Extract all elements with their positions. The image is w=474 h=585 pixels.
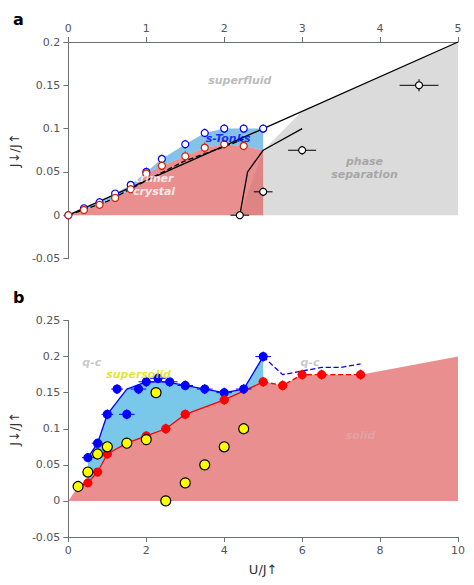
svg-text:0.1: 0.1 <box>43 122 61 135</box>
svg-text:solid: solid <box>346 429 376 442</box>
svg-text:0: 0 <box>53 209 60 222</box>
svg-text:J↓/J↑: J↓/J↑ <box>7 412 22 447</box>
svg-text:0: 0 <box>65 22 72 35</box>
svg-text:4: 4 <box>221 544 228 557</box>
svg-text:2: 2 <box>221 22 228 35</box>
svg-text:1: 1 <box>143 22 150 35</box>
svg-text:0.15: 0.15 <box>36 386 61 399</box>
svg-text:b: b <box>13 288 24 307</box>
svg-text:5: 5 <box>455 22 462 35</box>
svg-text:2: 2 <box>143 544 150 557</box>
svg-text:0.2: 0.2 <box>43 36 61 49</box>
svg-text:q-c: q-c <box>82 356 101 369</box>
svg-text:3: 3 <box>299 22 306 35</box>
svg-text:a: a <box>13 10 24 29</box>
svg-text:0.05: 0.05 <box>36 458 61 471</box>
svg-text:0.2: 0.2 <box>43 350 61 363</box>
svg-text:superfluid: superfluid <box>208 74 271 87</box>
svg-text:4: 4 <box>377 22 384 35</box>
svg-text:0: 0 <box>65 544 72 557</box>
svg-text:8: 8 <box>377 544 384 557</box>
svg-text:s-Tonks: s-Tonks <box>206 132 251 145</box>
svg-text:q-c: q-c <box>300 356 319 369</box>
svg-text:separation: separation <box>331 168 398 181</box>
svg-text:crystal: crystal <box>133 185 175 198</box>
svg-text:0.1: 0.1 <box>43 422 61 435</box>
svg-text:0.15: 0.15 <box>36 79 61 92</box>
svg-text:6: 6 <box>299 544 306 557</box>
svg-text:0.25: 0.25 <box>36 314 61 327</box>
svg-text:phase: phase <box>345 155 384 168</box>
svg-text:-0.05: -0.05 <box>32 252 60 265</box>
svg-text:0.05: 0.05 <box>36 165 61 178</box>
svg-text:supersolid: supersolid <box>106 368 171 381</box>
svg-text:trimer: trimer <box>135 172 174 185</box>
svg-text:-0.05: -0.05 <box>32 531 60 544</box>
svg-text:10: 10 <box>451 544 465 557</box>
svg-text:0: 0 <box>53 494 60 507</box>
svg-text:J↓/J↑: J↓/J↑ <box>7 133 22 168</box>
svg-text:U/J↑: U/J↑ <box>249 562 278 577</box>
